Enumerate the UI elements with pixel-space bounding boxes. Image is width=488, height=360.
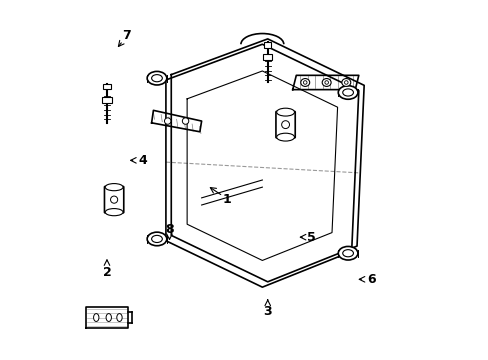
Text: 1: 1 [222,193,230,206]
Ellipse shape [338,247,357,260]
Text: 3: 3 [263,305,271,318]
Ellipse shape [342,249,353,257]
Ellipse shape [322,78,330,86]
Ellipse shape [344,81,347,84]
Ellipse shape [342,89,353,96]
Ellipse shape [117,314,122,321]
Ellipse shape [300,78,309,86]
Ellipse shape [276,133,294,141]
Ellipse shape [303,81,306,84]
Ellipse shape [151,235,162,243]
Ellipse shape [105,208,123,216]
Ellipse shape [182,118,188,124]
Ellipse shape [276,108,294,116]
FancyBboxPatch shape [275,111,295,138]
Ellipse shape [105,184,123,191]
Ellipse shape [151,75,162,82]
Ellipse shape [110,196,118,203]
Text: 5: 5 [306,231,315,244]
Ellipse shape [164,118,171,124]
FancyBboxPatch shape [103,84,110,89]
Ellipse shape [106,314,111,321]
Text: 6: 6 [366,273,375,286]
FancyBboxPatch shape [104,186,123,213]
Text: 7: 7 [122,29,131,42]
Ellipse shape [324,81,328,84]
Ellipse shape [281,121,289,129]
Ellipse shape [338,86,357,99]
FancyBboxPatch shape [263,54,272,60]
Text: 8: 8 [165,223,173,236]
Ellipse shape [341,78,350,86]
Ellipse shape [93,314,99,321]
Ellipse shape [147,71,166,85]
FancyBboxPatch shape [102,97,111,103]
Text: 4: 4 [138,154,147,167]
Text: 2: 2 [102,266,111,279]
Ellipse shape [147,232,166,246]
FancyBboxPatch shape [264,42,271,48]
